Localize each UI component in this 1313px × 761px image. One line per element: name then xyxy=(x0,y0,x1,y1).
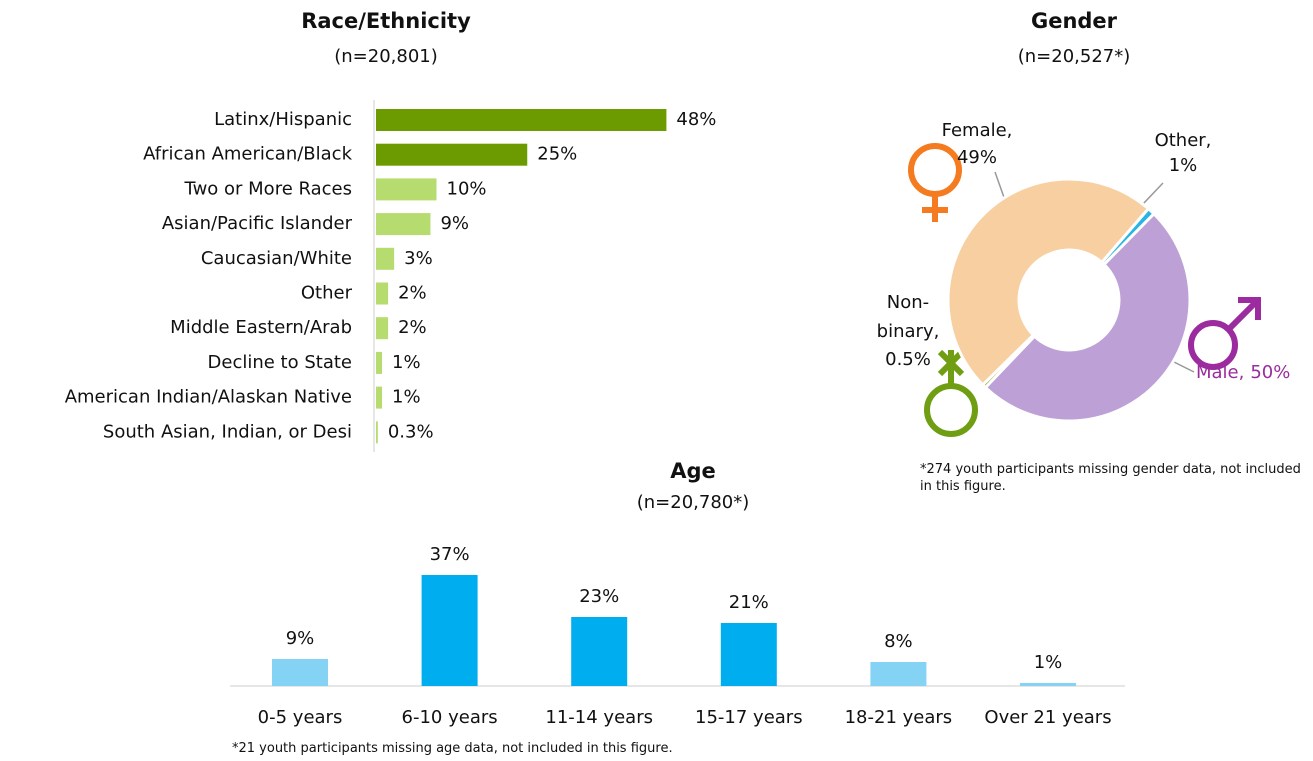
category-label: South Asian, Indian, or Desi xyxy=(103,421,352,442)
bar xyxy=(272,659,328,686)
chart-note: *274 youth participants missing gender d… xyxy=(920,462,1301,494)
bar xyxy=(1020,683,1076,686)
category-label: Two or More Races xyxy=(184,178,352,199)
bar xyxy=(376,109,667,131)
category-label: 15-17 years xyxy=(695,707,803,728)
donut-slice xyxy=(983,211,1192,423)
bar xyxy=(376,143,528,166)
value-label: 2% xyxy=(398,283,427,304)
value-label: 1% xyxy=(392,352,421,373)
value-label: 8% xyxy=(884,631,913,652)
value-label: 1% xyxy=(392,387,421,408)
value-label: 37% xyxy=(430,544,470,565)
bar xyxy=(421,575,478,686)
bar xyxy=(870,662,927,686)
value-label: 3% xyxy=(404,248,433,269)
chart-title: Race/Ethnicity xyxy=(301,9,471,33)
category-label: Middle Eastern/Arab xyxy=(170,317,352,338)
category-label: Caucasian/White xyxy=(201,248,352,269)
value-label: 10% xyxy=(447,178,487,199)
category-label: Male, xyxy=(1196,362,1244,383)
category-label: 0-5 years xyxy=(258,707,343,728)
chart-subtitle: (n=20,780*) xyxy=(637,492,750,513)
bar xyxy=(376,282,389,305)
category-label: American Indian/Alaskan Native xyxy=(65,387,352,408)
bar xyxy=(376,421,378,444)
category-label: 18-21 years xyxy=(845,707,953,728)
bar xyxy=(376,386,383,409)
chart-subtitle: (n=20,527*) xyxy=(1018,46,1131,67)
category-label: Female, xyxy=(942,120,1013,141)
category-label: Asian/Pacific Islander xyxy=(162,213,353,234)
bar xyxy=(720,623,777,686)
chart-note: *21 youth participants missing age data,… xyxy=(232,741,673,756)
category-label: African American/Black xyxy=(143,144,352,165)
category-label: 6-10 years xyxy=(402,707,498,728)
value-label: 9% xyxy=(440,213,469,234)
value-label: 9% xyxy=(286,628,315,649)
chart-title: Age xyxy=(670,459,716,483)
category-label: Over 21 years xyxy=(984,707,1111,728)
value-label: 0.3% xyxy=(388,421,434,442)
value-label: 23% xyxy=(579,586,619,607)
value-label: 0.5% xyxy=(885,349,931,370)
value-label: 48% xyxy=(676,109,716,130)
bar xyxy=(376,178,437,201)
value-label: 49% xyxy=(957,147,997,168)
value-label: 21% xyxy=(729,592,769,613)
value-label: 1% xyxy=(1034,652,1063,673)
gender-symbols xyxy=(908,143,1261,437)
data-label: Male, 50% xyxy=(1196,362,1290,383)
category-label: Non-binary, xyxy=(877,292,940,342)
category-label: Other, xyxy=(1155,130,1212,151)
bar xyxy=(376,213,431,236)
value-label: 25% xyxy=(537,144,577,165)
bar xyxy=(376,351,383,374)
value-label: 1% xyxy=(1169,155,1198,176)
value-label: 50% xyxy=(1250,362,1290,383)
bar xyxy=(376,317,389,340)
category-label: Other xyxy=(301,283,353,304)
chart-subtitle: (n=20,801) xyxy=(334,46,438,67)
bar xyxy=(376,247,395,270)
bar xyxy=(571,617,628,686)
chart-title: Gender xyxy=(1031,9,1118,33)
value-label: 2% xyxy=(398,317,427,338)
category-label: Decline to State xyxy=(208,352,352,373)
category-label: 11-14 years xyxy=(545,707,653,728)
category-label: Latinx/Hispanic xyxy=(214,109,352,130)
donut-slice xyxy=(946,177,1151,387)
